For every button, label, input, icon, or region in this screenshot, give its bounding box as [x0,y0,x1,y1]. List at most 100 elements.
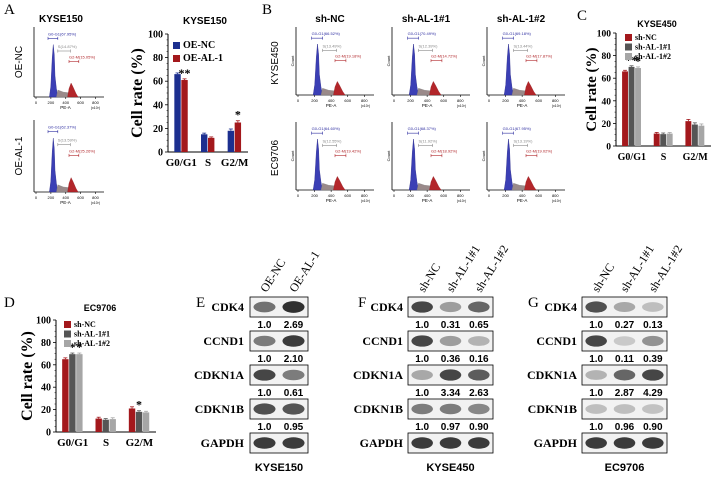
flow-x-tick-label: 200 [311,193,318,198]
y-tick-label: 0 [46,428,51,439]
bar-0-0 [622,71,628,146]
flow-plot-b: 0 200 400 600 800 PE-A (x10³) G0-G1(66.52%) S(13… [295,27,374,108]
protein-label: CDKN1B [528,402,577,416]
protein-band [411,370,433,380]
band-ratio: 1.0 [589,320,603,331]
significance-mark: * [69,340,75,354]
legend-swatch [173,42,180,49]
bar-0-0 [62,359,69,432]
bar-0-2 [635,68,641,146]
protein-band [585,301,607,313]
band-ratio: 0.11 [615,354,634,365]
band-ratio: 0.39 [643,354,663,365]
protein-band [468,336,490,346]
band-ratio: 2.63 [469,388,489,399]
flow-x-tick-label: 600 [77,195,84,200]
protein-band [282,403,305,415]
protein-band [613,302,636,312]
flow-plot-oe-al-1: 0 200 400 600 800 PE-A (x10³) G0-G1(62.37%) S(13… [33,120,104,205]
legend-label: sh-AL-1#2 [635,52,671,61]
flow-x-tick-label: 400 [424,193,431,198]
flow-x-tick-label: 400 [62,100,69,105]
flow-x-tick-label: 0 [297,193,300,198]
significance-mark: * [76,340,82,354]
protein-band [613,336,636,346]
g2-peak [67,177,79,193]
gate-label: S(12.55%) [323,138,343,143]
band-ratio: 2.69 [284,320,304,331]
x-tick-label: G0/G1 [57,437,88,449]
g2-peak [333,81,346,96]
row-label-oe-al-1: OE-AL-1 [14,136,25,175]
g1-peak [408,43,419,96]
panel-letter-c: C [577,8,587,24]
protein-band [411,301,433,313]
gate-label: G2-M(25.26%) [69,148,96,153]
y-tick-label: 60 [41,360,51,371]
cell-line-label: KYSE450 [426,462,474,474]
g1-peak [503,43,514,96]
y-tick-label: 20 [602,120,612,130]
panel-letter-d: D [4,295,15,311]
gate-label: G0-G1(70.49%) [408,31,437,36]
flow-x-tick-label: 0 [35,100,38,105]
significance-mark: * [136,398,142,412]
y-tick-label: 100 [36,316,51,327]
gate-label: G2-M(18.92%) [431,149,458,154]
flow-x-tick-label: 200 [502,98,509,103]
band-ratio: 1.0 [589,388,603,399]
gate-label: G0-G1(66.52%) [312,31,341,36]
protein-band [468,437,490,449]
flow-x-tick-label: 200 [502,193,509,198]
legend-label: OE-AL-1 [183,53,223,64]
gate-label: S(13.59%) [58,138,78,143]
legend-swatch [625,34,632,41]
flow-plot-b: 0 200 400 600 800 PE-A (x10³) G0-G1(67.95%) S(13… [486,122,565,203]
g1-peak [503,138,514,191]
bar-2-0 [685,121,692,146]
protein-band [585,370,607,380]
flow-x-axis-label: PE-A [517,198,528,203]
flow-x-tick-label: 0 [393,193,396,198]
protein-band [439,335,462,347]
flow-x-axis-label: PE-A [60,200,71,205]
band-ratio: 0.95 [284,422,304,433]
flow-axis-exponent: (x10³) [457,104,466,108]
protein-band [282,301,305,313]
flow-x-tick-label: 200 [407,98,414,103]
y-tick-label: 20 [41,405,51,416]
flow-x-tick-label: 0 [297,98,300,103]
band-ratio: 0.97 [441,422,461,433]
flow-axis-exponent: (x10³) [552,199,561,203]
flow-x-axis-label: PE-A [517,103,528,108]
band-ratio: 0.16 [469,354,489,365]
protein-band [642,369,664,381]
bar-2-1 [135,411,143,432]
lane-label: OE-AL-1 [286,248,322,294]
y-tick-label: 60 [602,75,612,85]
cell-line-label: KYSE150 [255,462,303,474]
protein-label: CDKN1B [195,402,244,416]
band-ratio: 1.0 [258,388,272,399]
flow-axis-exponent: (x10³) [552,104,561,108]
flow-x-tick-label: 800 [361,98,368,103]
flow-x-axis-label: PE-A [422,103,433,108]
protein-band [253,403,276,415]
x-tick-label: G2/M [221,157,249,169]
x-tick-label: S [205,157,211,169]
flow-y-axis-label: Count [481,55,486,67]
bar-2-1 [234,122,242,152]
protein-label: CDKN1B [354,402,403,416]
protein-band [585,404,607,414]
x-tick-label: G0/G1 [618,152,646,163]
y-tick-label: 40 [153,100,163,111]
protein-band [439,437,462,449]
flow-y-axis-label: Count [290,55,295,67]
bar-0-1 [69,354,76,432]
y-tick-label: 80 [602,52,612,62]
gate-label: S(11.92%) [419,138,438,143]
y-tick-label: 40 [602,97,612,107]
protein-band [585,437,607,449]
g2-peak [524,176,537,191]
protein-band [468,301,490,313]
